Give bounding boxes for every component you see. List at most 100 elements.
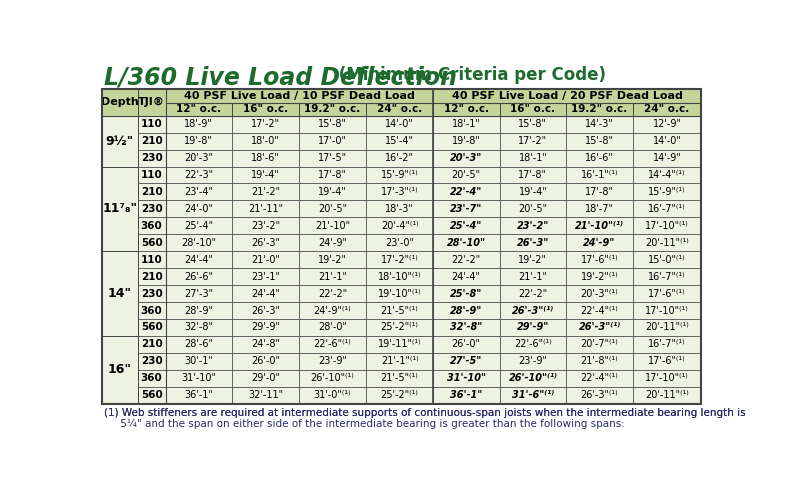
Bar xyxy=(102,89,701,404)
Bar xyxy=(566,200,633,217)
Text: 18'-3": 18'-3" xyxy=(385,204,414,214)
Text: 27'-5": 27'-5" xyxy=(450,356,483,367)
Text: 22'-2": 22'-2" xyxy=(318,289,347,299)
Bar xyxy=(566,217,633,234)
Bar xyxy=(566,234,633,251)
Bar xyxy=(232,132,299,150)
Text: 19'-2"⁽¹⁾: 19'-2"⁽¹⁾ xyxy=(581,272,619,282)
Text: 18'-6": 18'-6" xyxy=(251,153,280,163)
Text: 210: 210 xyxy=(141,136,162,146)
Bar xyxy=(299,200,367,217)
Bar xyxy=(633,336,701,353)
Text: 29'-9": 29'-9" xyxy=(251,322,280,332)
Text: 16'-2": 16'-2" xyxy=(385,153,414,163)
Text: 22'-6"⁽¹⁾: 22'-6"⁽¹⁾ xyxy=(514,339,552,349)
Text: TJI®: TJI® xyxy=(138,97,165,107)
Text: 31'-6"⁽¹⁾: 31'-6"⁽¹⁾ xyxy=(512,390,554,400)
Bar xyxy=(232,319,299,336)
Text: 26'-3": 26'-3" xyxy=(251,306,280,315)
Bar xyxy=(232,150,299,167)
Bar xyxy=(232,285,299,302)
Text: 31'-10": 31'-10" xyxy=(447,373,486,383)
Text: 26'-0": 26'-0" xyxy=(451,339,480,349)
Bar xyxy=(102,184,701,200)
Bar xyxy=(137,184,166,200)
Bar xyxy=(433,217,499,234)
Bar xyxy=(633,103,701,116)
Bar xyxy=(433,150,499,167)
Bar xyxy=(367,234,433,251)
Bar xyxy=(433,200,499,217)
Text: 26'-3"⁽¹⁾: 26'-3"⁽¹⁾ xyxy=(581,390,619,400)
Bar xyxy=(633,116,701,132)
Bar xyxy=(232,103,299,116)
Text: 26'-10"⁽¹⁾: 26'-10"⁽¹⁾ xyxy=(311,373,355,383)
Text: 5¼" and the span on either side of the intermediate bearing is greater than the : 5¼" and the span on either side of the i… xyxy=(104,418,625,429)
Bar xyxy=(166,116,232,132)
Bar xyxy=(633,217,701,234)
Bar xyxy=(166,132,232,150)
Text: 210: 210 xyxy=(141,339,162,349)
Bar xyxy=(499,116,566,132)
Text: 36'-1": 36'-1" xyxy=(450,390,483,400)
Bar xyxy=(566,336,633,353)
Bar xyxy=(166,370,232,387)
Bar xyxy=(367,319,433,336)
Text: 23'-4": 23'-4" xyxy=(184,187,214,197)
Bar xyxy=(232,336,299,353)
Text: 32'-8": 32'-8" xyxy=(450,322,483,332)
Bar xyxy=(299,302,367,319)
Bar xyxy=(633,370,701,387)
Bar xyxy=(102,302,701,319)
Text: 22'-4": 22'-4" xyxy=(450,187,483,197)
Bar xyxy=(433,103,499,116)
Text: 17'-10"⁽¹⁾: 17'-10"⁽¹⁾ xyxy=(645,306,689,315)
Bar xyxy=(102,353,701,370)
Bar xyxy=(166,89,433,103)
Text: 17'-5": 17'-5" xyxy=(318,153,347,163)
Bar xyxy=(299,268,367,285)
Text: 15'-8": 15'-8" xyxy=(585,136,614,146)
Bar xyxy=(633,251,701,268)
Bar xyxy=(499,167,566,184)
Text: 25'-2"⁽¹⁾: 25'-2"⁽¹⁾ xyxy=(381,390,418,400)
Text: 29'-9": 29'-9" xyxy=(517,322,549,332)
Text: 16" o.c.: 16" o.c. xyxy=(243,104,288,114)
Bar xyxy=(232,217,299,234)
Text: 16'-7"⁽¹⁾: 16'-7"⁽¹⁾ xyxy=(648,204,686,214)
Bar xyxy=(299,150,367,167)
Bar xyxy=(367,132,433,150)
Bar xyxy=(232,200,299,217)
Text: 24'-4": 24'-4" xyxy=(184,255,214,265)
Text: 19.2" o.c.: 19.2" o.c. xyxy=(571,104,628,114)
Bar xyxy=(137,353,166,370)
Text: 19'-4": 19'-4" xyxy=(251,170,280,180)
Bar xyxy=(633,353,701,370)
Text: 31'-0"⁽¹⁾: 31'-0"⁽¹⁾ xyxy=(314,390,352,400)
Text: 19'-4": 19'-4" xyxy=(318,187,347,197)
Bar xyxy=(367,116,433,132)
Bar xyxy=(102,251,137,336)
Bar xyxy=(166,167,232,184)
Text: 20'-11"⁽¹⁾: 20'-11"⁽¹⁾ xyxy=(645,238,689,248)
Text: 17'-6"⁽¹⁾: 17'-6"⁽¹⁾ xyxy=(648,289,686,299)
Bar xyxy=(166,387,232,404)
Bar xyxy=(102,370,701,387)
Text: 26'-0": 26'-0" xyxy=(251,356,280,367)
Bar xyxy=(299,387,367,404)
Bar xyxy=(367,200,433,217)
Bar xyxy=(299,370,367,387)
Text: 110: 110 xyxy=(141,255,162,265)
Text: 21'-1"⁽¹⁾: 21'-1"⁽¹⁾ xyxy=(381,356,418,367)
Bar xyxy=(102,285,701,302)
Bar xyxy=(232,116,299,132)
Text: 21'-1": 21'-1" xyxy=(518,272,547,282)
Bar xyxy=(566,167,633,184)
Text: 20'-5": 20'-5" xyxy=(451,170,480,180)
Bar xyxy=(137,150,166,167)
Bar xyxy=(433,167,499,184)
Text: 25'-8": 25'-8" xyxy=(450,289,483,299)
Bar xyxy=(566,184,633,200)
Bar xyxy=(633,200,701,217)
Bar xyxy=(433,285,499,302)
